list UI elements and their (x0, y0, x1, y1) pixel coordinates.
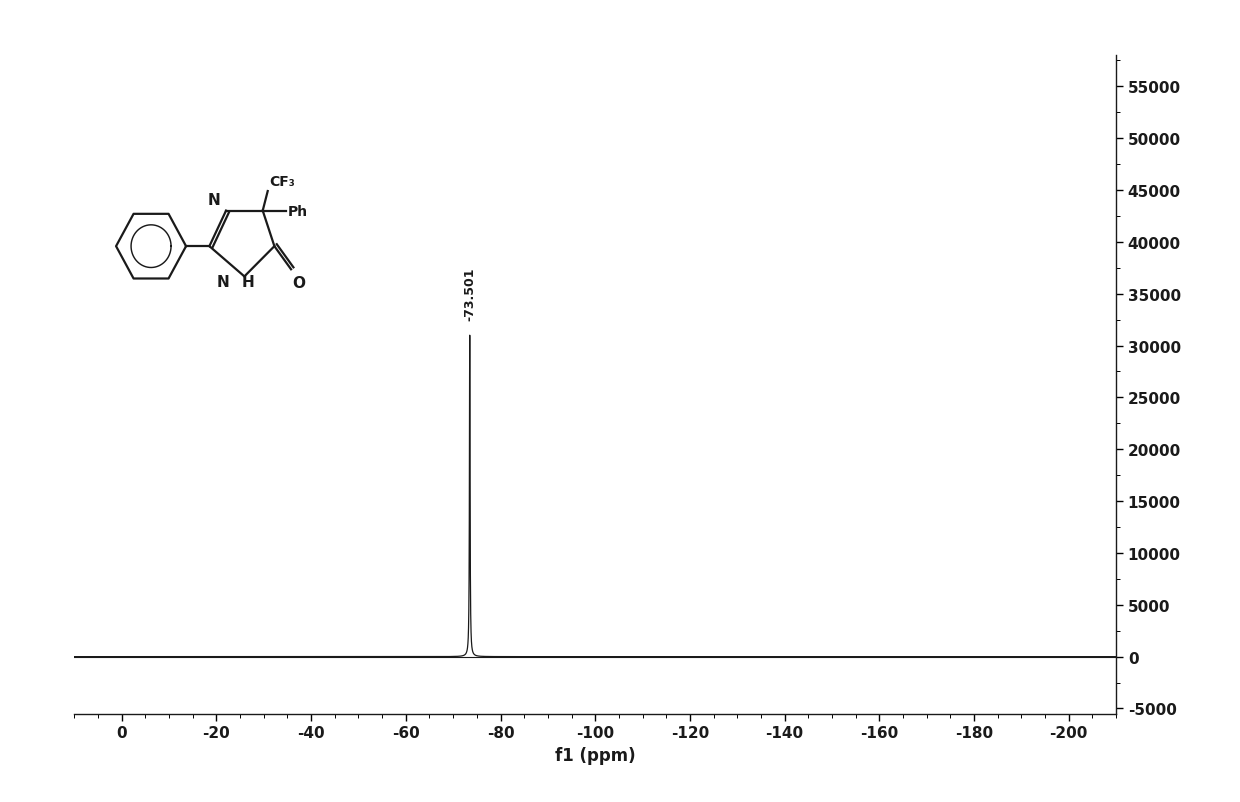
Text: -73.501: -73.501 (464, 267, 476, 320)
X-axis label: f1 (ppm): f1 (ppm) (554, 746, 636, 764)
